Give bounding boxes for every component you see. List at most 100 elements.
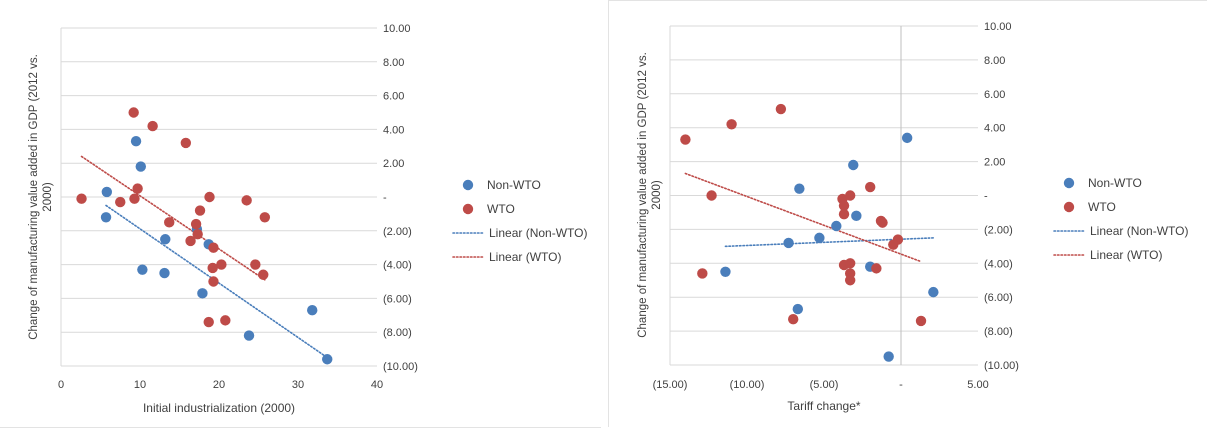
right-point-non-wto xyxy=(901,132,913,144)
left-y-tick-label: - xyxy=(383,192,387,204)
left-point-non-wto xyxy=(130,136,142,147)
right-point-wto xyxy=(877,217,888,228)
scatter-chart-right: 10.00 8.00 6.00 4.00 2.00 - (2.00) (4.00) (6.00)… xyxy=(637,21,1188,413)
left-point-wto xyxy=(192,228,203,240)
right-point-non-wto xyxy=(792,303,804,315)
left-point-wto xyxy=(203,316,214,328)
right-point-wto xyxy=(844,190,856,201)
left-y-axis-title: Change of manufacturing value added in G… xyxy=(28,54,54,340)
right-y-tick-label: 8.00 xyxy=(984,55,1005,67)
right-point-wto xyxy=(865,181,876,193)
left-x-tick-label: 0 xyxy=(58,379,64,391)
left-y-axis-title-line1: Change of manufacturing value added in G… xyxy=(28,54,40,340)
left-y-tick-label: (4.00) xyxy=(383,260,412,272)
right-y-tick-label: (2.00) xyxy=(984,224,1013,236)
left-point-wto xyxy=(129,193,140,204)
right-point-wto xyxy=(838,208,850,220)
right-legend-label-wto: WTO xyxy=(1088,200,1116,214)
left-x-tick-label: 30 xyxy=(292,379,304,391)
right-point-wto xyxy=(915,315,927,327)
right-point-non-wto xyxy=(831,220,842,232)
left-point-non-wto xyxy=(100,212,112,223)
left-point-wto xyxy=(241,195,252,206)
right-point-non-wto xyxy=(720,266,731,277)
right-x-tick-label: - xyxy=(899,379,903,391)
right-y-tick-label: 2.00 xyxy=(984,157,1005,169)
left-point-non-wto xyxy=(243,330,255,341)
right-x-tick-label: 5.00 xyxy=(967,379,988,391)
right-trendline-wto xyxy=(684,172,922,263)
left-x-tick-label: 20 xyxy=(213,379,225,391)
left-point-wto xyxy=(194,205,206,216)
panel-gap xyxy=(600,0,608,427)
left-point-wto xyxy=(180,137,192,149)
left-y-tick-label: 2.00 xyxy=(383,158,404,170)
left-x-tick-label: 10 xyxy=(134,379,146,391)
left-point-wto xyxy=(204,191,215,203)
chart-panel-right: 10.00 8.00 6.00 4.00 2.00 - (2.00) (4.00) (6.00)… xyxy=(608,0,1207,427)
right-legend-label-linear-non-wto: Linear (Non-WTO) xyxy=(1090,224,1188,238)
left-y-tick-label: (6.00) xyxy=(383,293,412,305)
left-point-wto xyxy=(115,196,126,208)
left-point-wto xyxy=(190,218,202,230)
right-y-axis-title-line2: 2000) xyxy=(651,180,663,210)
left-y-tick-label: 6.00 xyxy=(383,91,404,103)
left-y-tick-label: 4.00 xyxy=(383,124,404,136)
left-point-wto xyxy=(208,276,219,287)
left-point-wto xyxy=(132,183,143,194)
scatter-chart-left: 10.00 8.00 6.00 4.00 2.00 - (2.00) (4.00) (6.00)… xyxy=(28,23,587,415)
left-point-wto xyxy=(76,193,87,204)
left-point-non-wto xyxy=(135,161,146,172)
left-legend-marker-wto xyxy=(462,203,474,215)
right-point-wto xyxy=(788,314,799,325)
right-x-tick-label: (10.00) xyxy=(730,379,765,391)
right-y-tick-label: 6.00 xyxy=(984,89,1005,101)
left-y-axis-title-line2: 2000) xyxy=(42,182,54,212)
right-point-wto xyxy=(871,263,882,274)
left-point-wto xyxy=(220,315,231,326)
left-x-axis-title: Initial industrialization (2000) xyxy=(143,401,295,415)
left-point-wto xyxy=(207,262,218,274)
left-point-non-wto xyxy=(101,186,113,198)
left-point-wto xyxy=(259,212,271,223)
right-point-wto xyxy=(726,119,737,130)
left-point-non-wto xyxy=(160,234,171,245)
left-legend-label-wto: WTO xyxy=(487,202,515,216)
right-point-non-wto xyxy=(851,210,862,222)
left-trendline-wto xyxy=(80,155,266,281)
left-point-non-wto xyxy=(197,288,208,299)
left-y-tick-label: (8.00) xyxy=(383,327,412,339)
right-y-tick-label: 4.00 xyxy=(984,123,1005,135)
right-point-non-wto xyxy=(883,351,894,362)
left-point-wto xyxy=(164,217,175,228)
right-point-non-wto xyxy=(848,159,859,171)
right-y-tick-label: (4.00) xyxy=(984,258,1013,270)
chart-panel-left: 10.00 8.00 6.00 4.00 2.00 - (2.00) (4.00) (6.00)… xyxy=(0,0,601,428)
left-legend-label-non-wto: Non-WTO xyxy=(487,178,541,192)
right-point-wto xyxy=(706,190,717,201)
right-x-tick-label: (15.00) xyxy=(653,379,688,391)
left-point-wto xyxy=(147,120,158,132)
left-y-tick-label: (10.00) xyxy=(383,361,418,373)
right-legend-label-linear-wto: Linear (WTO) xyxy=(1090,248,1162,262)
right-point-wto xyxy=(844,275,856,286)
right-legend-marker-wto xyxy=(1063,201,1075,213)
right-point-non-wto xyxy=(794,183,805,194)
left-y-tick-label: 10.00 xyxy=(383,23,411,35)
right-point-non-wto xyxy=(783,237,794,249)
left-point-wto xyxy=(208,242,219,253)
left-x-tick-label: 40 xyxy=(371,379,383,391)
right-point-wto xyxy=(844,258,856,269)
left-point-wto xyxy=(250,259,261,270)
right-x-axis-title: Tariff change* xyxy=(787,399,860,413)
right-y-axis-title: Change of manufacturing value added in G… xyxy=(637,52,663,338)
right-legend-label-non-wto: Non-WTO xyxy=(1088,176,1142,190)
left-legend-label-linear-wto: Linear (WTO) xyxy=(489,250,561,264)
left-point-wto xyxy=(258,269,269,280)
left-y-tick-label: 8.00 xyxy=(383,57,404,69)
right-y-tick-label: (6.00) xyxy=(984,292,1013,304)
left-point-non-wto xyxy=(137,264,148,275)
right-y-tick-label: - xyxy=(984,191,988,203)
left-point-wto xyxy=(185,235,196,247)
right-y-tick-label: (8.00) xyxy=(984,326,1013,338)
